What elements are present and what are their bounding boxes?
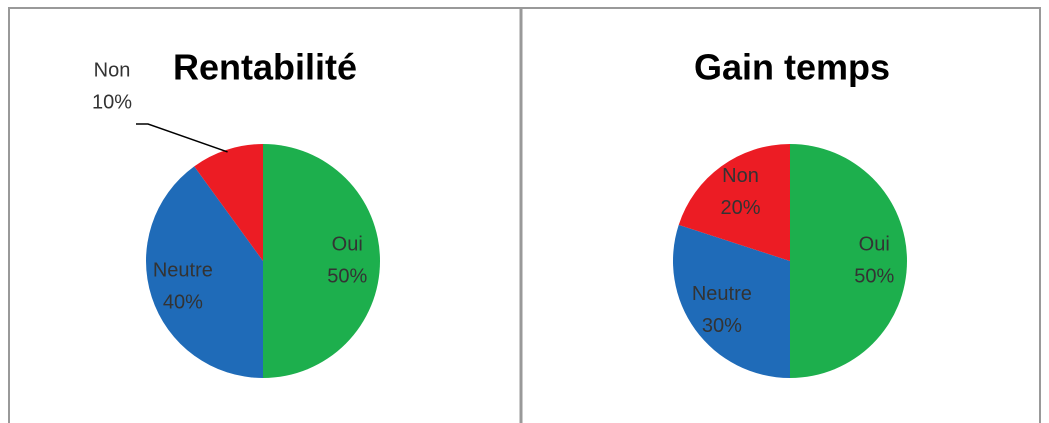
pie-slice — [672, 224, 790, 378]
slice-value-label: 10% — [92, 91, 132, 113]
pie-slice — [263, 144, 380, 378]
pie-slice — [194, 144, 263, 261]
pie-slice — [145, 166, 263, 378]
slice-value-label: 50% — [854, 265, 894, 287]
slice-value-label: 40% — [163, 291, 203, 313]
slice-label: Non — [722, 165, 759, 187]
chart-title: Gain temps — [694, 47, 890, 88]
slice-label: Oui — [332, 233, 363, 255]
leader-line — [136, 123, 228, 153]
slice-value-label: 50% — [327, 265, 367, 287]
slice-label: Neutre — [153, 259, 213, 281]
slice-label: Oui — [859, 233, 890, 255]
chart-title: Rentabilité — [173, 47, 357, 88]
pie-slice — [790, 144, 907, 378]
slice-label: Neutre — [692, 283, 752, 305]
slice-label: Non — [94, 59, 131, 81]
slice-value-label: 30% — [702, 315, 742, 337]
pie-slice — [678, 144, 790, 261]
slice-value-label: 20% — [720, 197, 760, 219]
